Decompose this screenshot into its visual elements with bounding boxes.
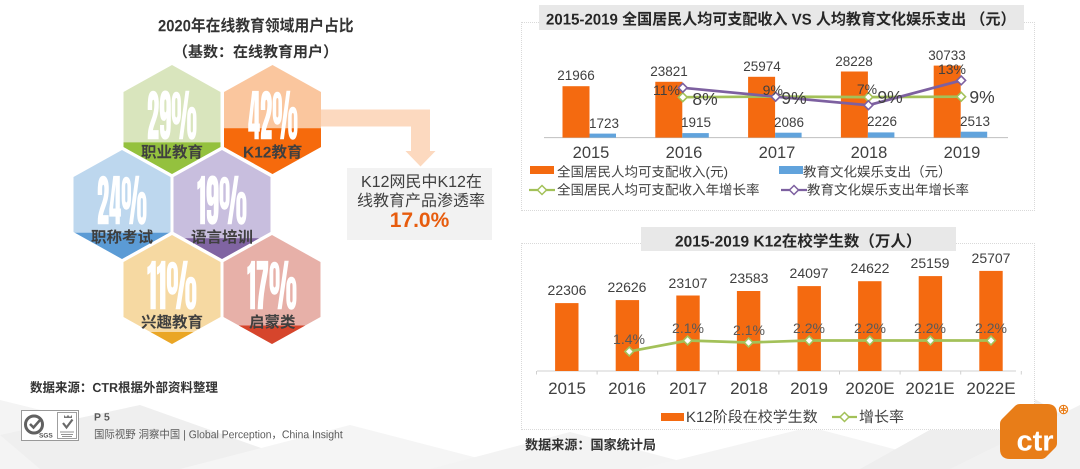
svg-text:ctr: ctr [1016,426,1053,458]
